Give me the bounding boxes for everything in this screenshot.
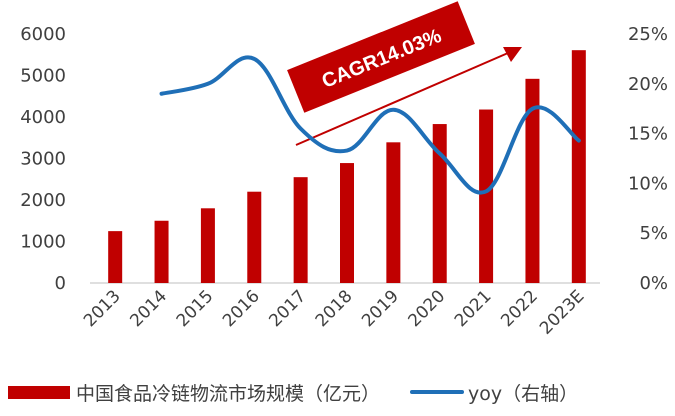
cagr-arrow — [295, 47, 522, 146]
legend: 中国食品冷链物流市场规模（亿元） yoy（右轴） — [0, 374, 675, 410]
bar — [479, 109, 494, 283]
left-tick-label: 1000 — [20, 232, 66, 253]
right-tick-label: 0% — [639, 273, 668, 294]
x-tick-label: 2015 — [173, 286, 218, 331]
x-tick-label: 2014 — [126, 286, 171, 331]
left-tick-label: 0 — [55, 273, 66, 294]
left-tick-label: 5000 — [20, 66, 66, 87]
x-tick-label: 2018 — [312, 286, 357, 331]
cagr-box — [287, 1, 475, 113]
right-axis-ticks: 0% 5% 10% 15% 20% 25% — [628, 24, 668, 294]
x-tick-label: 2021 — [451, 286, 496, 331]
x-tick-label: 2016 — [219, 286, 264, 331]
x-tick-label: 2017 — [265, 286, 310, 331]
x-tick-label: 2020 — [405, 286, 450, 331]
cagr-arrow-shaft — [295, 52, 509, 146]
bar — [525, 78, 540, 283]
chart-svg: 0 1000 2000 3000 4000 5000 6000 0% 5% 10% 15% 20% 2… — [20, 1, 668, 339]
bar — [108, 231, 123, 283]
left-tick-label: 6000 — [20, 24, 66, 45]
yoy-line-series — [159, 55, 581, 195]
bar — [571, 50, 586, 284]
legend-bar-label: 中国食品冷链物流市场规模（亿元） — [76, 382, 381, 405]
bar — [247, 191, 262, 283]
bar — [200, 208, 215, 283]
legend-line-label: yoy（右轴） — [468, 382, 579, 405]
cagr-annotation: CAGR14.03% — [287, 1, 475, 113]
left-axis-ticks: 0 1000 2000 3000 4000 5000 6000 — [20, 24, 66, 294]
right-tick-label: 10% — [628, 173, 668, 194]
left-tick-label: 2000 — [20, 190, 66, 211]
left-tick-label: 4000 — [20, 107, 66, 128]
bar-series — [108, 50, 586, 284]
right-tick-label: 20% — [628, 74, 668, 95]
left-tick-label: 3000 — [20, 149, 66, 170]
yoy-line — [159, 55, 581, 195]
bar — [386, 142, 401, 283]
legend-bar-swatch — [8, 385, 70, 399]
cagr-arrow-head — [503, 47, 522, 62]
right-tick-label: 5% — [639, 223, 668, 244]
bar — [340, 163, 354, 283]
legend-line-swatch — [410, 390, 465, 394]
x-tick-label: 2023E — [536, 286, 588, 338]
right-tick-label: 25% — [628, 24, 668, 45]
x-tick-label: 2013 — [80, 286, 125, 331]
x-axis-ticks: 2013 2014 2015 2016 2017 2018 2019 2020 2021 2022… — [80, 286, 588, 338]
right-tick-label: 15% — [628, 124, 668, 145]
x-tick-label: 2019 — [358, 286, 403, 331]
bar — [432, 124, 447, 284]
bar — [293, 177, 308, 283]
bar — [154, 220, 169, 283]
